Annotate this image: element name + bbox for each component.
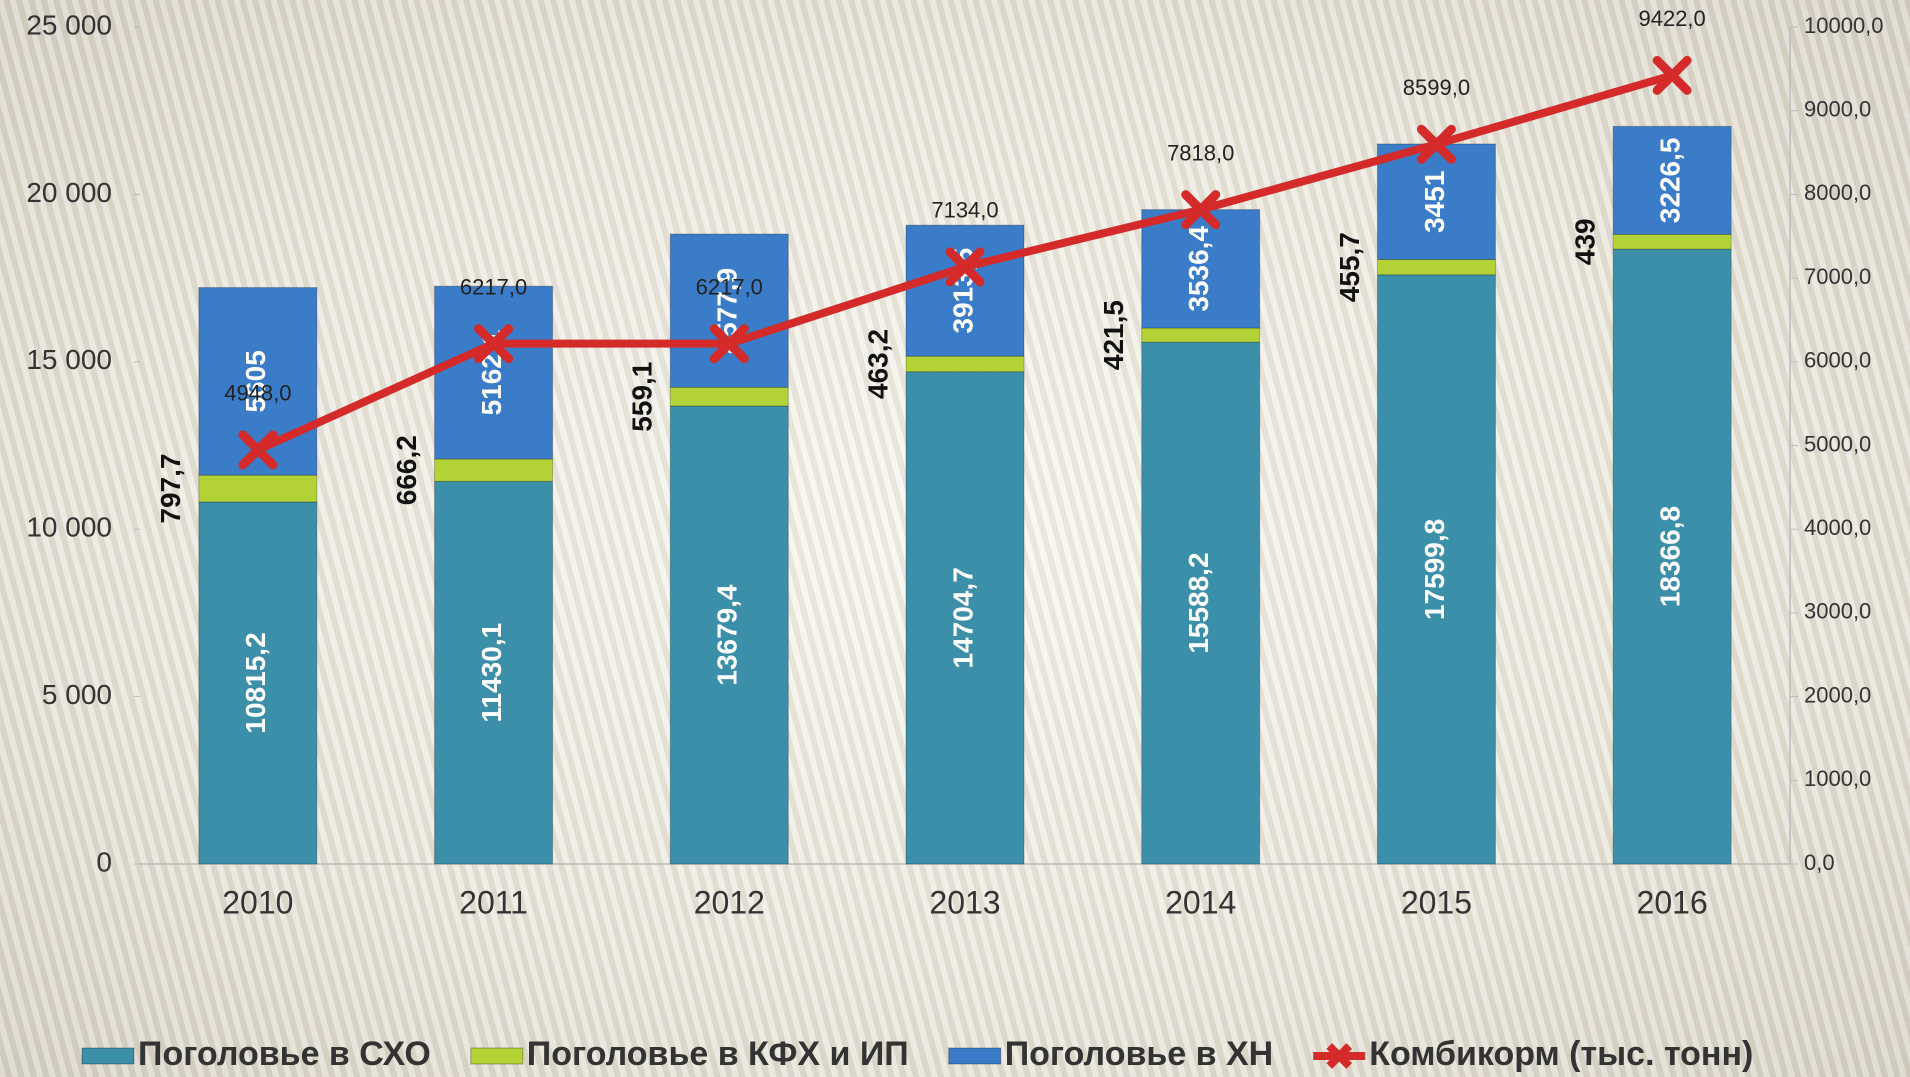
bar-segment	[1612, 233, 1732, 250]
y2-tick-label: 4000,0	[1804, 515, 1871, 540]
y-tick-label: 0	[96, 846, 112, 877]
legend: Поголовье в СХО Поголовье в КФХ и ИП Погол…	[81, 1035, 1753, 1073]
data-label: 18366,8	[1655, 506, 1686, 607]
y2-tick-label: 9000,0	[1804, 97, 1871, 122]
y2-tick-label: 5000,0	[1804, 431, 1871, 456]
y2-tick-label: 10000,0	[1804, 13, 1884, 38]
legend-swatch	[470, 1047, 524, 1065]
y2-tick-label: 2000,0	[1804, 682, 1871, 707]
data-label: 797,7	[155, 454, 186, 524]
data-label: 666,2	[391, 435, 422, 505]
y-tick-label: 10 000	[26, 512, 112, 543]
line-marker	[1181, 190, 1221, 230]
bar-segment	[905, 371, 1025, 865]
y2-tick-label: 0,0	[1804, 850, 1835, 875]
line-label: 4948,0	[224, 381, 291, 406]
legend-swatch	[1326, 1043, 1353, 1069]
bar-segment	[434, 458, 554, 482]
x-tick-label: 2014	[1165, 884, 1236, 920]
bar-segment	[198, 474, 318, 503]
y2-tick-label: 6000,0	[1804, 348, 1871, 373]
line-label: 7134,0	[931, 198, 998, 223]
data-label: 455,7	[1334, 232, 1365, 302]
y-tick-label: 25 000	[26, 9, 112, 40]
data-label: 439	[1570, 218, 1601, 265]
data-label: 14704,7	[947, 567, 978, 668]
y2-tick-label: 7000,0	[1804, 264, 1871, 289]
line-marker	[1416, 124, 1456, 164]
line-marker	[709, 324, 749, 364]
line-marker	[1652, 55, 1692, 95]
line-marker	[945, 247, 985, 287]
bar-segment	[1612, 248, 1732, 865]
bar-segment	[1141, 209, 1261, 329]
data-label: 10815,2	[240, 632, 271, 733]
y-tick-label: 20 000	[26, 177, 112, 208]
legend-swatch	[948, 1047, 1002, 1065]
bar-segment	[1612, 125, 1732, 235]
x-tick-label: 2010	[222, 884, 293, 920]
x-tick-label: 2011	[459, 884, 528, 920]
line-label: 9422,0	[1638, 6, 1705, 31]
bar-segment	[1141, 327, 1261, 343]
bar-segment	[434, 480, 554, 865]
legend-label: Комбикорм (тыс. тонн)	[1369, 1035, 1753, 1073]
line-label: 6217,0	[460, 274, 527, 299]
y-tick-label: 5 000	[42, 679, 112, 710]
data-label: 463,2	[862, 329, 893, 399]
bar-segment	[669, 386, 789, 407]
data-label: 13679,4	[712, 584, 743, 686]
y2-tick-label: 8000,0	[1804, 180, 1871, 205]
bar-segment	[434, 285, 554, 460]
bar-segment	[669, 405, 789, 865]
y2-tick-label: 3000,0	[1804, 599, 1871, 624]
bar-segment	[905, 355, 1025, 373]
x-tick-label: 2016	[1637, 884, 1708, 920]
line-label: 7818,0	[1167, 140, 1234, 165]
bar-segment	[905, 224, 1025, 357]
line-label: 6217,0	[696, 274, 763, 299]
x-tick-label: 2013	[929, 884, 1000, 920]
line-marker	[238, 430, 278, 470]
data-label: 3536,4	[1183, 226, 1214, 312]
data-label: 3226,5	[1655, 138, 1686, 224]
data-label: 17599,8	[1419, 519, 1450, 620]
line-label: 8599,0	[1403, 75, 1470, 100]
bar-segment	[1376, 259, 1496, 276]
data-label: 5605	[240, 350, 271, 412]
data-label: 421,5	[1098, 300, 1129, 370]
bar-segment	[1141, 341, 1261, 865]
data-label: 15588,2	[1183, 552, 1214, 653]
x-tick-label: 2012	[694, 884, 765, 920]
y2-tick-label: 1000,0	[1804, 766, 1871, 791]
legend-label: Поголовье в СХО	[138, 1035, 431, 1073]
data-label: 3451	[1419, 171, 1450, 233]
data-label: 559,1	[627, 362, 658, 432]
bar-segment	[1376, 143, 1496, 261]
legend-swatch	[81, 1047, 135, 1065]
data-label: 11430,1	[476, 623, 507, 723]
legend-label: Поголовье в КФХ и ИП	[527, 1035, 909, 1073]
bar-segment	[669, 233, 789, 388]
legend-label: Поголовье в ХН	[1005, 1035, 1274, 1073]
bar-segment	[1376, 274, 1496, 865]
x-tick-label: 2015	[1401, 884, 1472, 920]
line-marker	[474, 324, 514, 364]
y-tick-label: 15 000	[26, 344, 112, 375]
